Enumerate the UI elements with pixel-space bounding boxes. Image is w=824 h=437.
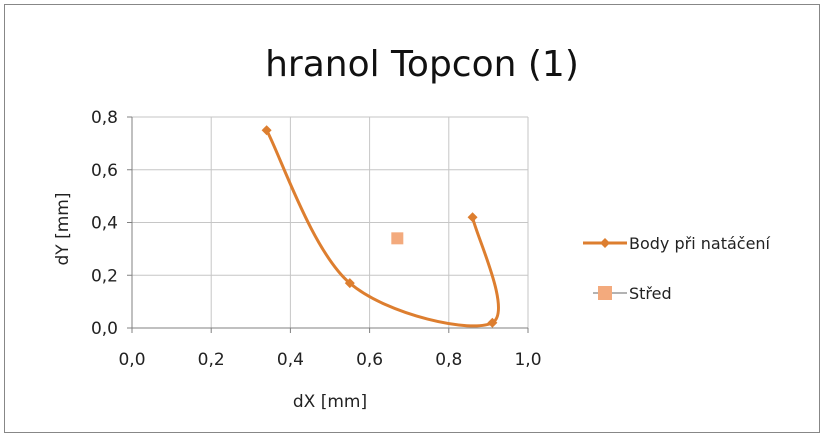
x-tick-label: 0,6 [356,350,383,370]
chart-title: hranol Topcon (1) [265,44,579,85]
data-point-square [391,232,404,245]
y-tick-label: 0,4 [91,214,118,234]
y-axis-title: dY [mm] [53,193,73,266]
data-point-diamond [344,278,355,289]
chart-frame [4,4,820,433]
x-tick-label: 1,0 [514,350,541,370]
data-series [261,125,500,328]
legend-label: Body při natáčení [629,234,771,253]
tick-labels: 0,0 0,2 0,4 0,6 0,8 1,0 0,0 0,2 0,4 0,6 0,8 [91,108,542,370]
axes [127,116,529,333]
y-tick-label: 0,2 [91,266,118,286]
x-tick-label: 0,2 [198,350,225,370]
data-point-diamond [261,125,272,136]
x-tick-label: 0,8 [435,350,462,370]
legend-marker-diamond [600,238,610,248]
y-tick-label: 0,8 [91,108,118,128]
legend: Body při natáčení Střed [583,234,771,303]
legend-label: Střed [629,284,672,303]
x-axis-title: dX [mm] [293,392,367,412]
data-point-diamond [487,317,498,328]
legend-marker-square [598,286,612,300]
x-tick-label: 0,4 [277,350,304,370]
series-line [265,129,500,328]
y-tick-label: 0,6 [91,161,118,181]
gridlines [132,116,529,328]
y-tick-label: 0,0 [91,319,118,339]
data-point-diamond [467,212,478,223]
x-tick-label: 0,0 [118,350,145,370]
